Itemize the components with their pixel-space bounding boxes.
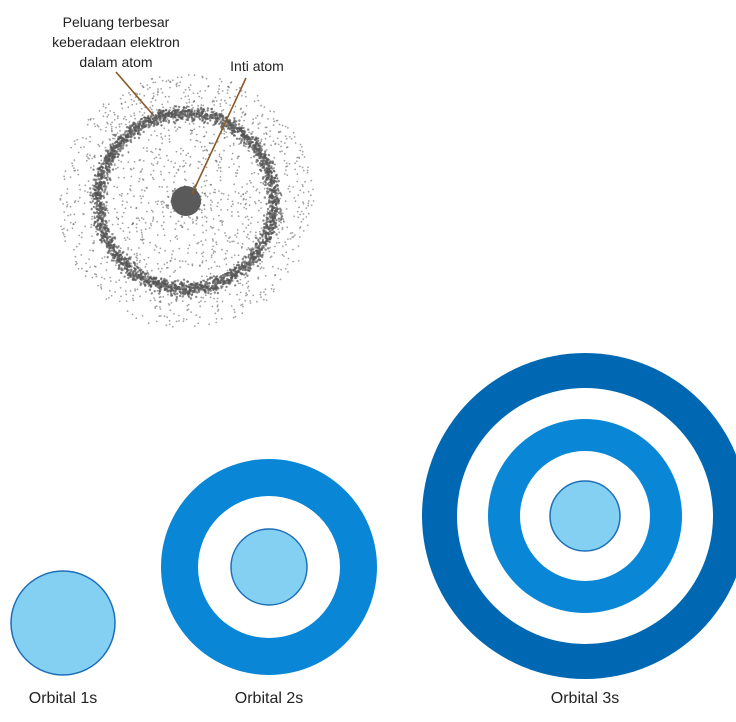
orbital-1s-core: [10, 570, 116, 676]
orbital-1s-label: Orbital 1s: [29, 690, 97, 707]
orbital-2s-label: Orbital 2s: [235, 690, 303, 707]
label-probability-line1: Peluang terbesar: [63, 14, 170, 30]
orbital-3s: [422, 353, 736, 679]
label-probability-line3: dalam atom: [79, 54, 152, 70]
label-nucleus: Inti atom: [230, 58, 284, 74]
orbital-3s-label: Orbital 3s: [551, 690, 619, 707]
orbital-3s-core: [549, 480, 621, 552]
orbital-2s-core: [230, 528, 308, 606]
orbital-1s: [10, 570, 116, 676]
orbital-2s: [161, 459, 377, 675]
electron-cloud: [59, 74, 315, 328]
nucleus-core: [171, 186, 201, 216]
pointer-line-probability: [115, 71, 155, 117]
pointer-line-nucleus: [191, 77, 247, 195]
label-probability-line2: keberadaan elektron: [52, 34, 180, 50]
